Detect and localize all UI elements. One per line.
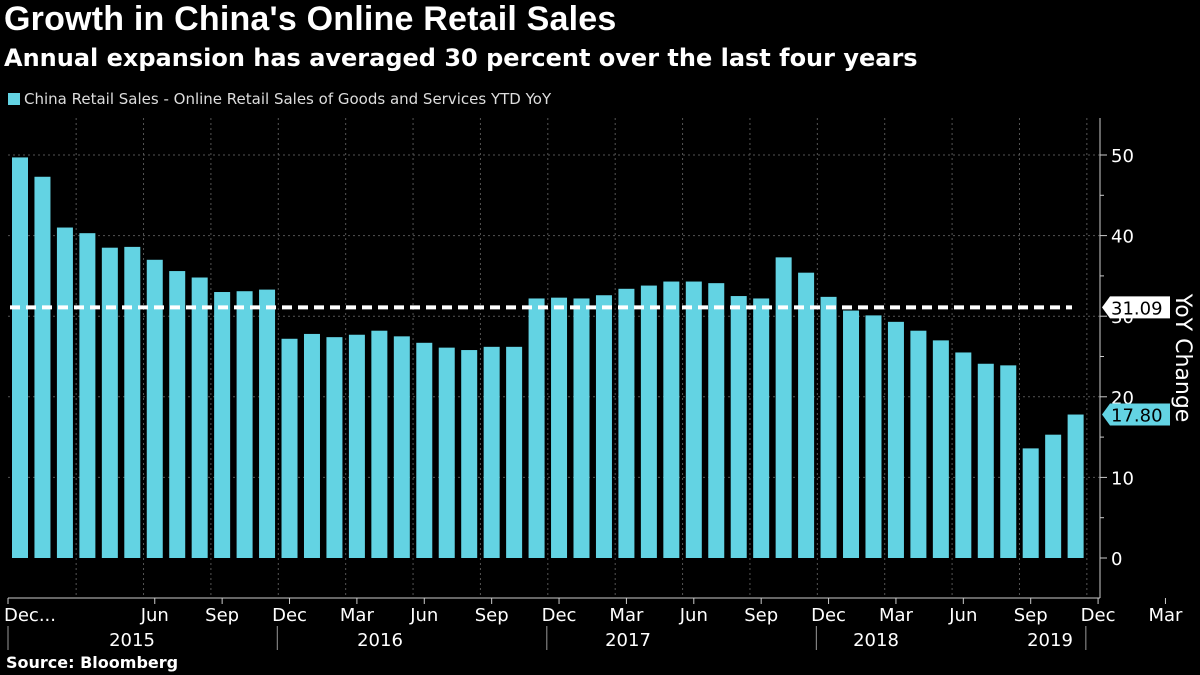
x-month-label: Dec [811,605,846,626]
bar [461,350,478,558]
bar [708,283,725,558]
x-year-label: 2016 [357,630,403,651]
source-note: Source: Bloomberg [6,653,179,672]
bar [348,334,365,558]
bar [416,342,433,558]
bar [528,298,545,558]
x-year-label: 2015 [109,630,155,651]
bar [483,346,500,558]
y-tick-label: 40 [1111,227,1134,248]
x-month-label: Mar [609,605,644,626]
x-month-label: Jun [409,605,438,626]
x-month-label: Dec [272,605,307,626]
bar [236,291,253,558]
bar [393,336,410,558]
bar [551,297,568,558]
bar [618,288,635,558]
bar [887,321,904,558]
average-tag-label: 31.09 [1111,298,1163,319]
bar [843,310,860,558]
bar [820,296,837,558]
x-month-label: Dec [1081,605,1116,626]
bar [595,295,612,558]
bar [663,281,680,558]
x-month-label: Dec [542,605,577,626]
y-tick-label: 0 [1111,549,1122,570]
bar [1067,414,1084,558]
x-month-label: Sep [744,605,778,626]
bar [685,281,702,558]
bar [506,346,523,558]
bar [932,340,949,558]
bar [865,315,882,558]
x-year-label: 2019 [1027,630,1073,651]
y-axis-label: YoY Change [1170,293,1195,423]
bar [56,227,73,559]
bar [977,363,994,558]
x-month-label: Sep [1014,605,1048,626]
bar [169,271,186,558]
bar [640,285,657,558]
bar [910,330,927,558]
last-value-tag-label: 17.80 [1111,406,1163,427]
bar [955,352,972,558]
bar [1045,434,1062,558]
bar [438,347,455,558]
bar [730,296,747,558]
y-tick-label: 10 [1111,468,1134,489]
bar [34,176,51,558]
x-month-label: Mar [1148,605,1183,626]
bar [191,277,208,558]
y-tick-label: 50 [1111,146,1134,167]
bar [753,298,770,558]
bar [303,333,320,558]
last-value-tag [1102,403,1170,426]
legend: China Retail Sales - Online Retail Sales… [8,90,551,108]
legend-swatch [8,93,20,105]
bar [214,292,231,558]
x-month-label: Jun [948,605,977,626]
bar [326,337,343,558]
average-tag [1102,296,1170,319]
bar [101,247,118,558]
legend-label: China Retail Sales - Online Retail Sales… [24,90,552,108]
bar [12,157,28,558]
bar [259,289,276,558]
bar [573,298,590,558]
x-month-label: Jun [140,605,169,626]
x-year-label: 2018 [853,630,899,651]
x-month-label: Sep [475,605,509,626]
bar [371,330,388,558]
bar [281,338,298,558]
x-year-label: 2017 [605,630,651,651]
bar [1000,365,1017,558]
chart-subtitle: Annual expansion has averaged 30 percent… [4,44,918,72]
x-month-label: Sep [205,605,239,626]
bar [775,257,792,558]
x-month-label: Mar [879,605,914,626]
chart-title: Growth in China's Online Retail Sales [4,0,617,38]
x-month-label: Mar [340,605,375,626]
bar [79,233,96,558]
x-month-label: Jun [679,605,708,626]
x-month-label: Dec... [4,605,56,626]
bar [146,259,163,558]
bar [124,246,141,558]
bar [798,272,815,558]
bar [1022,448,1039,558]
